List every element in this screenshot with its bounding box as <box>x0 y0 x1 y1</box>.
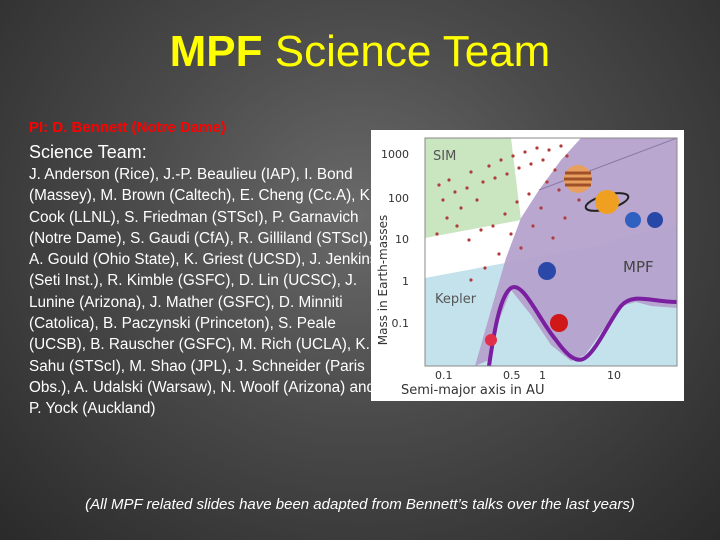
x-axis-label: Semi-major axis in AU <box>401 383 544 398</box>
mars-icon <box>550 314 568 332</box>
mpf-label: MPF <box>623 258 654 276</box>
y-tick: 0.1 <box>392 317 410 330</box>
saturn-icon <box>584 190 630 214</box>
x-tick: 1 <box>539 369 546 382</box>
slide-title: MPF Science Team <box>0 27 720 76</box>
footer-note: (All MPF related slides have been adapte… <box>85 496 635 513</box>
y-axis-label: Mass in Earth-masses <box>376 215 390 345</box>
team-heading: Science Team: <box>29 142 147 162</box>
y-tick: 1 <box>402 275 409 288</box>
earth-icon <box>538 262 556 280</box>
x-tick: 0.1 <box>435 369 453 382</box>
neptune-icon <box>647 212 663 228</box>
principal-investigator: PI: D. Bennett (Notre Dame) <box>29 119 226 136</box>
team-members: J. Anderson (Rice), J.-P. Beaulieu (IAP)… <box>29 166 378 418</box>
title-bold: MPF <box>169 27 263 76</box>
y-tick: 1000 <box>381 148 409 161</box>
x-tick: 0.5 <box>503 369 521 382</box>
sim-region <box>425 138 521 238</box>
mass-vs-axis-figure: SIM Kepler MPF 1000 100 10 1 0.1 Mass in… <box>371 130 684 401</box>
kepler-label: Kepler <box>435 292 477 307</box>
y-tick: 10 <box>395 233 409 246</box>
known-planet-dots <box>435 144 581 282</box>
sim-label: SIM <box>433 149 456 164</box>
diagonal-boundary <box>538 138 677 191</box>
x-tick: 10 <box>607 369 621 382</box>
y-tick: 100 <box>388 192 409 205</box>
title-rest: Science Team <box>262 27 551 76</box>
uranus-icon <box>625 212 641 228</box>
mpf-sensitivity-curve <box>487 285 677 366</box>
figure-svg: SIM Kepler MPF 1000 100 10 1 0.1 Mass in… <box>376 137 678 398</box>
jupiter-icon <box>564 165 592 193</box>
venus-icon <box>485 334 497 346</box>
